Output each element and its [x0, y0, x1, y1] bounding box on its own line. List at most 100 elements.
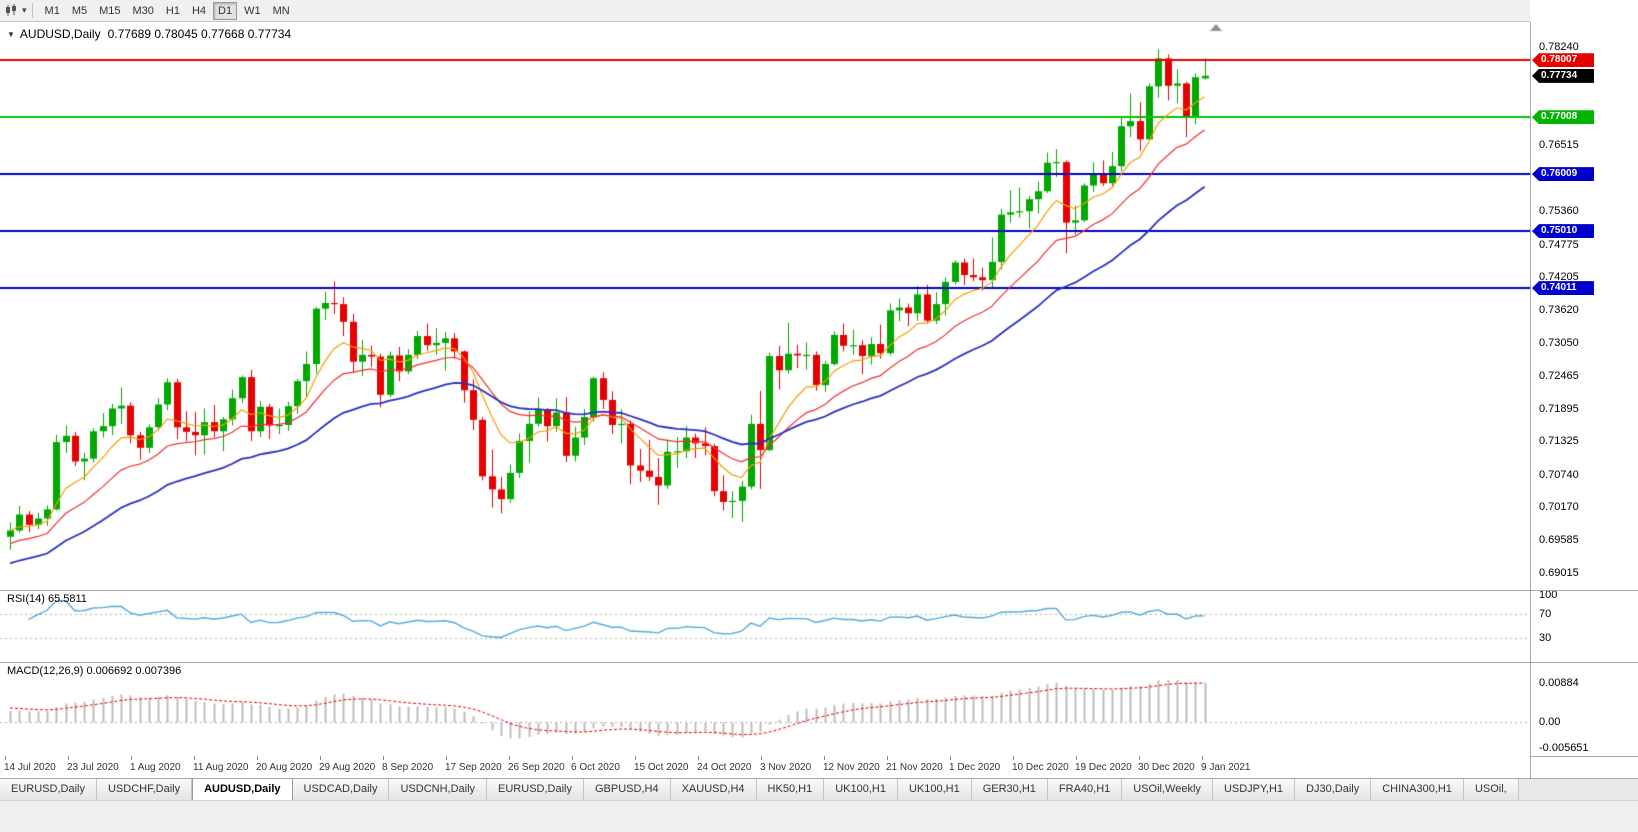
- main-chart-canvas[interactable]: [0, 22, 1530, 590]
- scale-border: [1530, 22, 1531, 778]
- chart-tabs-bar: EURUSD,Daily USDCHF,Daily AUDUSD,Daily USDC…: [0, 778, 1638, 800]
- window-bottom-strip: [0, 800, 1638, 832]
- date-tick-mark: [383, 756, 384, 760]
- chart-tab-hk50-h1[interactable]: HK50,H1: [756, 779, 825, 800]
- rsi-indicator-label: RSI(14) 65.5811: [7, 593, 87, 605]
- price-tick: 0.70170: [1539, 501, 1579, 514]
- date-tick-mark: [1013, 756, 1014, 760]
- price-level-label: 0.75010: [1532, 224, 1594, 239]
- price-level-label: 0.77008: [1532, 110, 1594, 125]
- ohlc-values: 0.77689 0.78045 0.77668 0.77734: [107, 27, 292, 41]
- price-tick: 0.74775: [1539, 238, 1579, 251]
- chart-tab-ger30-h1[interactable]: GER30,H1: [971, 779, 1048, 800]
- panel-separator: [0, 590, 1638, 591]
- date-tick: 11 Aug 2020: [193, 762, 249, 773]
- chart-tab-eurusd-daily[interactable]: EURUSD,Daily: [0, 779, 97, 800]
- symbol-title: AUDUSD,Daily: [19, 27, 101, 41]
- timeframe-button-mn[interactable]: MN: [272, 5, 290, 17]
- rsi-panel-canvas[interactable]: [0, 590, 1530, 662]
- timeframe-button-h1[interactable]: H1: [165, 5, 180, 17]
- chart-tab-china300-h1[interactable]: CHINA300,H1: [1371, 779, 1464, 800]
- date-tick: 23 Jul 2020: [67, 762, 119, 773]
- chart-tab-usdcnh-daily[interactable]: USDCNH,Daily: [389, 779, 488, 800]
- date-tick-mark: [257, 756, 258, 760]
- macd-scale-tick: 0.00: [1539, 716, 1561, 729]
- date-tick-mark: [5, 756, 6, 760]
- collapse-panel-icon[interactable]: ▼: [7, 30, 15, 39]
- chart-tab-usoil[interactable]: USOil,: [1463, 779, 1519, 800]
- chart-tab-usoil-weekly[interactable]: USOil,Weekly: [1122, 779, 1213, 800]
- date-tick-mark: [131, 756, 132, 760]
- date-tick: 14 Jul 2020: [4, 762, 56, 773]
- macd-indicator-label: MACD(12,26,9) 0.006692 0.007396: [7, 665, 182, 677]
- timeframe-button-w1[interactable]: W1: [244, 5, 261, 17]
- timeframe-button-m15[interactable]: M15: [99, 5, 121, 17]
- chart-type-icon[interactable]: [4, 4, 19, 17]
- timeframe-button-m5[interactable]: M5: [71, 5, 88, 17]
- chart-title: ▼ AUDUSD,Daily 0.77689 0.78045 0.77668 0.7…: [7, 27, 291, 41]
- macd-panel-canvas[interactable]: [0, 662, 1530, 756]
- macd-scale-tick: 0.00884: [1539, 676, 1579, 689]
- toolbar-separator: [31, 3, 33, 18]
- price-level-label: 0.78007: [1532, 53, 1594, 68]
- date-tick-mark: [1202, 756, 1203, 760]
- price-tick: 0.71325: [1539, 435, 1579, 448]
- chart-tab-eurusd-daily[interactable]: EURUSD,Daily: [487, 779, 584, 800]
- price-level-label: 0.76009: [1532, 167, 1594, 182]
- timeframe-toolbar: ▾ M1 M5 M15 M30 H1 H4 D1 W1 MN: [0, 0, 1638, 22]
- date-tick: 20 Aug 2020: [256, 762, 313, 773]
- price-scale: 0.78240 0.76515 0.75360 0.74775 0.74205 0.736…: [1530, 0, 1638, 778]
- price-tick: 0.73620: [1539, 304, 1579, 317]
- date-tick: 19 Dec 2020: [1075, 762, 1132, 773]
- timeframe-button-d1[interactable]: D1: [213, 2, 238, 20]
- date-tick-mark: [635, 756, 636, 760]
- price-tick: 0.72465: [1539, 370, 1579, 383]
- date-tick: 6 Oct 2020: [571, 762, 620, 773]
- price-tick: 0.75360: [1539, 205, 1579, 218]
- timeframe-buttons-group: M1 M5 M15 M30 H1 H4 D1 W1 MN: [39, 1, 296, 20]
- price-tick: 0.70740: [1539, 468, 1579, 481]
- date-tick: 21 Nov 2020: [886, 762, 943, 773]
- date-tick: 10 Dec 2020: [1012, 762, 1069, 773]
- timeframe-button-m30[interactable]: M30: [132, 5, 154, 17]
- timeframe-button-h4[interactable]: H4: [191, 5, 207, 17]
- chart-tab-xauusd-h4[interactable]: XAUUSD,H4: [670, 779, 757, 800]
- time-axis: 14 Jul 2020 23 Jul 2020 1 Aug 2020 11 Aug 2…: [0, 756, 1530, 778]
- chart-tab-gbpusd-h4[interactable]: GBPUSD,H4: [584, 779, 671, 800]
- date-tick-mark: [320, 756, 321, 760]
- date-tick: 15 Oct 2020: [634, 762, 689, 773]
- date-tick: 26 Sep 2020: [508, 762, 565, 773]
- chart-dropdown-icon[interactable]: ▾: [22, 5, 27, 15]
- price-level-label: 0.77734: [1532, 68, 1594, 83]
- date-tick: 3 Nov 2020: [760, 762, 812, 773]
- date-tick: 1 Dec 2020: [949, 762, 1001, 773]
- date-tick: 24 Oct 2020: [697, 762, 752, 773]
- date-tick: 8 Sep 2020: [382, 762, 434, 773]
- rsi-scale-tick: 30: [1539, 632, 1552, 645]
- chart-tab-uk100-h1[interactable]: UK100,H1: [897, 779, 972, 800]
- timeframe-button-m1[interactable]: M1: [44, 5, 60, 17]
- chart-tab-usdjpy-h1[interactable]: USDJPY,H1: [1212, 779, 1296, 800]
- price-tick: 0.76515: [1539, 139, 1579, 152]
- date-tick-mark: [446, 756, 447, 760]
- date-tick-mark: [194, 756, 195, 760]
- date-tick-mark: [824, 756, 825, 760]
- date-tick-mark: [572, 756, 573, 760]
- macd-scale-tick: -0.005651: [1539, 741, 1589, 754]
- chart-tab-uk100-h1[interactable]: UK100,H1: [824, 779, 898, 800]
- date-tick-mark: [887, 756, 888, 760]
- chart-tab-fra40-h1[interactable]: FRA40,H1: [1047, 779, 1123, 800]
- chart-tab-audusd-daily[interactable]: AUDUSD,Daily: [192, 779, 293, 800]
- date-tick-mark: [761, 756, 762, 760]
- chart-tab-usdchf-daily[interactable]: USDCHF,Daily: [96, 779, 193, 800]
- date-tick: 12 Nov 2020: [823, 762, 880, 773]
- chart-tab-dj30-daily[interactable]: DJ30,Daily: [1295, 779, 1372, 800]
- chart-tab-usdcad-daily[interactable]: USDCAD,Daily: [292, 779, 390, 800]
- price-tick: 0.73050: [1539, 336, 1579, 349]
- panel-separator: [0, 662, 1638, 663]
- price-level-label: 0.74011: [1532, 281, 1594, 296]
- rsi-scale-tick: 100: [1539, 589, 1558, 601]
- date-tick: 1 Aug 2020: [130, 762, 181, 773]
- date-tick-mark: [1076, 756, 1077, 760]
